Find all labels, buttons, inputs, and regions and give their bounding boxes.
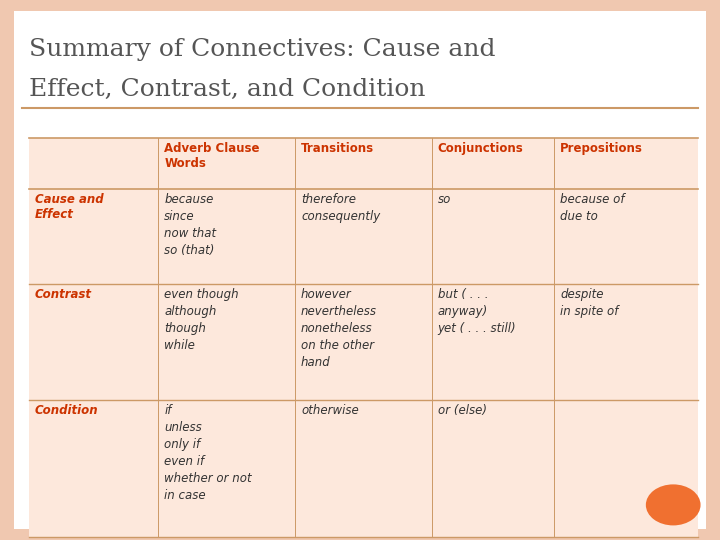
Text: however
nevertheless
nonetheless
on the other
hand: however nevertheless nonetheless on the … — [301, 288, 377, 369]
Text: even though
although
though
while: even though although though while — [164, 288, 239, 352]
Text: Contrast: Contrast — [35, 288, 91, 301]
Text: Cause and
Effect: Cause and Effect — [35, 193, 103, 221]
Text: or (else): or (else) — [438, 404, 487, 417]
Text: despite
in spite of: despite in spite of — [560, 288, 618, 318]
Text: Prepositions: Prepositions — [560, 142, 643, 155]
Text: Effect, Contrast, and Condition: Effect, Contrast, and Condition — [29, 78, 426, 102]
Text: Summary of Connectives: Cause and: Summary of Connectives: Cause and — [29, 38, 495, 61]
Text: therefore
consequently: therefore consequently — [301, 193, 380, 224]
Text: because
since
now that
so (that): because since now that so (that) — [164, 193, 216, 258]
Text: Transitions: Transitions — [301, 142, 374, 155]
Text: otherwise: otherwise — [301, 404, 359, 417]
Circle shape — [646, 484, 701, 525]
Text: but ( . . .
anyway)
yet ( . . . still): but ( . . . anyway) yet ( . . . still) — [438, 288, 516, 335]
Text: if
unless
only if
even if
whether or not
in case: if unless only if even if whether or not… — [164, 404, 252, 502]
FancyBboxPatch shape — [29, 138, 698, 537]
Text: Conjunctions: Conjunctions — [438, 142, 523, 155]
Text: Adverb Clause
Words: Adverb Clause Words — [164, 142, 260, 170]
Text: so: so — [438, 193, 451, 206]
Text: because of
due to: because of due to — [560, 193, 625, 224]
Text: Condition: Condition — [35, 404, 98, 417]
